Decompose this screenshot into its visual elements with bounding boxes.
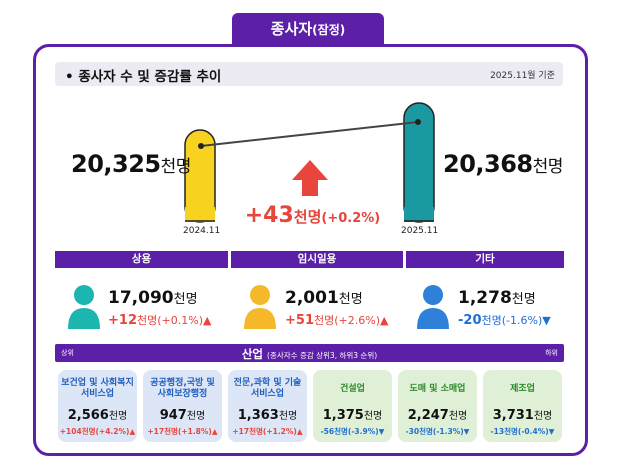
tab-title: 종사자 [270, 20, 313, 38]
industry-card: 도매 및 소매업 2,247천명 -30천명(-1.3%)▼ [398, 370, 477, 442]
regular-change: +12천명(+0.1%)▲ [108, 313, 212, 328]
industry-card: 제조업 3,731천명 -13천명(-0.4%)▼ [483, 370, 562, 442]
category-header-regular: 상용 [55, 251, 228, 268]
title-bar: • 종사자 수 및 증감률 추이 2025.11월 기준 [55, 62, 563, 86]
bottom-label: 하위 [545, 349, 558, 357]
increase-arrow-icon [292, 160, 328, 196]
up-arrow-icon: ▲ [129, 427, 136, 436]
section-tab: 종사자(잠정) [232, 13, 384, 45]
industry-card: 전문,과학 및 기술 서비스업 1,363천명 +17천명(+1.2%)▲ [228, 370, 307, 442]
tab-subtitle: (잠정) [312, 23, 346, 37]
down-arrow-icon: ▼ [542, 314, 551, 327]
industry-card: 건설업 1,375천명 -56천명(-3.9%)▼ [313, 370, 392, 442]
industry-card: 공공행정,국방 및 사회보장행정 947천명 +17천명(+1.8%)▲ [143, 370, 222, 442]
bar-2025-base [404, 207, 434, 222]
value-2025: 20,368천명 [443, 150, 563, 178]
value-2024: 20,325천명 [71, 150, 191, 178]
temporary-value: 2,001천명 [285, 288, 363, 308]
down-arrow-icon: ▼ [378, 427, 385, 436]
other-value: 1,278천명 [458, 288, 536, 308]
trend-point-2024 [198, 143, 204, 149]
trend-point-2025 [415, 119, 421, 125]
up-arrow-icon: ▲ [202, 314, 212, 327]
other-change: -20천명(-1.6%)▼ [458, 313, 551, 328]
label-2025: 2025.11 [401, 226, 439, 236]
industry-note: (종사자수 증감 상위3, 하위3 순위) [267, 351, 378, 360]
top-label: 상위 [61, 349, 74, 357]
section-title-text: 종사자 수 및 증감률 추이 [78, 69, 222, 85]
category-header-temporary: 임시일용 [231, 251, 403, 268]
industry-title: 산업 (종사자수 증감 상위3, 하위3 순위) [241, 347, 378, 361]
industry-card: 보건업 및 사회복지 서비스업 2,566천명 +104천명(+4.2%)▲ [58, 370, 137, 442]
person-icon [417, 285, 449, 329]
up-arrow-icon: ▲ [296, 427, 303, 436]
regular-value: 17,090천명 [108, 288, 198, 308]
label-2024: 2024.11 [183, 226, 221, 236]
up-arrow-icon: ▲ [211, 427, 218, 436]
trend-line [200, 121, 419, 147]
category-header-other: 기타 [406, 251, 564, 268]
temporary-change: +51천명(+2.6%)▲ [285, 313, 389, 328]
section-title: • 종사자 수 및 증감률 추이 [65, 69, 222, 85]
total-change: +43천명(+0.2%) [244, 203, 381, 228]
industry-header: 상위 산업 (종사자수 증감 상위3, 하위3 순위) 하위 [55, 344, 564, 362]
person-icon [68, 285, 100, 329]
up-arrow-icon: ▲ [379, 314, 389, 327]
reference-date: 2025.11월 기준 [490, 71, 555, 81]
down-arrow-icon: ▼ [548, 427, 555, 436]
down-arrow-icon: ▼ [463, 427, 470, 436]
person-icon [244, 285, 276, 329]
bar-2024-base [185, 207, 215, 222]
